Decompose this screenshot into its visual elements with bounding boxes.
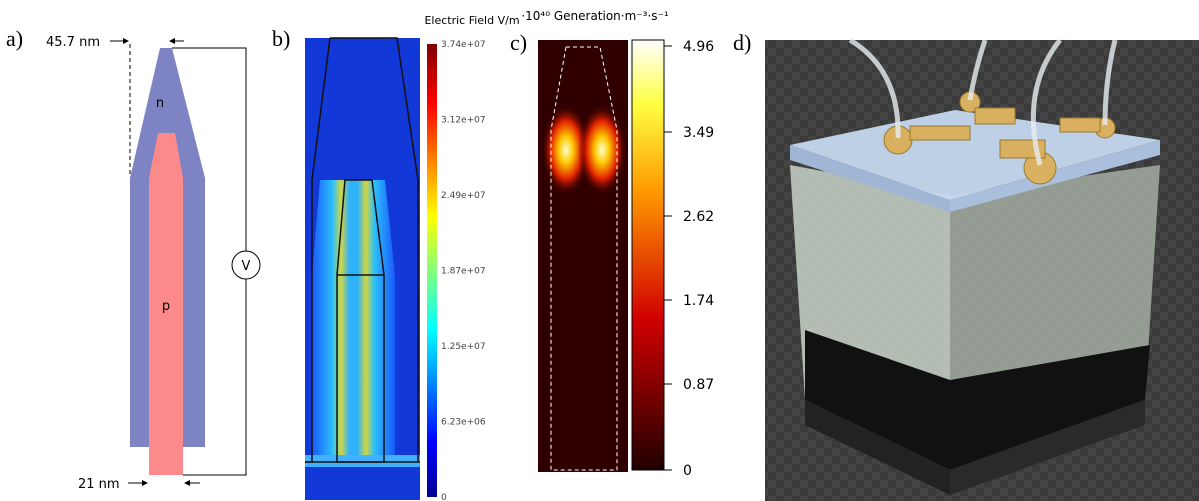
colorbar-tick-label: 6.23e+06 — [441, 418, 486, 428]
colorbar-title: ·10⁴⁰ Generation·m⁻³·s⁻¹ — [521, 9, 669, 23]
panel-label: b) — [272, 26, 290, 51]
generation-hotspot — [578, 105, 626, 195]
panel-label: d) — [733, 30, 751, 55]
region-label: p — [162, 299, 170, 314]
colorbar-tick-label: 1.25e+07 — [441, 342, 486, 352]
field-hotspot — [305, 455, 420, 467]
colorbar — [427, 44, 437, 497]
colorbar-tick-label: 4.96 — [683, 39, 714, 55]
colorbar-tick-label: 0 — [441, 493, 447, 501]
panel-a: a) V 45.7 nm 21 nm n p — [6, 26, 260, 492]
colorbar-tick-label: 3.49 — [683, 125, 714, 141]
panel-label: a) — [6, 26, 23, 51]
dimension: 45.7 nm — [46, 35, 100, 50]
field-hotspot — [312, 180, 395, 462]
colorbar — [632, 40, 664, 470]
colorbar-tick-label: 1.87e+07 — [441, 267, 486, 277]
panel-label: c) — [510, 30, 527, 55]
panel-c: c) ·10⁴⁰ Generation·m⁻³·s⁻¹ 4.96 3.49 2.62… — [510, 9, 714, 479]
figure: a) V 45.7 nm 21 nm n p b) Electric Field… — [0, 0, 1199, 501]
source-label: V — [242, 259, 251, 274]
colorbar-tick-label: 2.49e+07 — [441, 191, 486, 201]
colorbar-tick-label: 1.74 — [683, 293, 714, 309]
colorbar-tick-label: 2.62 — [683, 209, 714, 225]
colorbar-tick-label: 0.87 — [683, 377, 714, 393]
region-label: n — [156, 96, 164, 111]
colorbar-title: Electric Field V/m — [424, 14, 519, 27]
dimension: 21 nm — [78, 477, 120, 492]
colorbar-tick-label: 3.12e+07 — [441, 116, 486, 126]
panel-d: d) — [733, 30, 1199, 501]
colorbar-tick-label: 3.74e+07 — [441, 40, 486, 50]
panel-b: b) Electric Field V/m 3.74e+07 3.12e+07 2.… — [272, 14, 520, 501]
colorbar-tick-label: 0 — [683, 463, 692, 479]
